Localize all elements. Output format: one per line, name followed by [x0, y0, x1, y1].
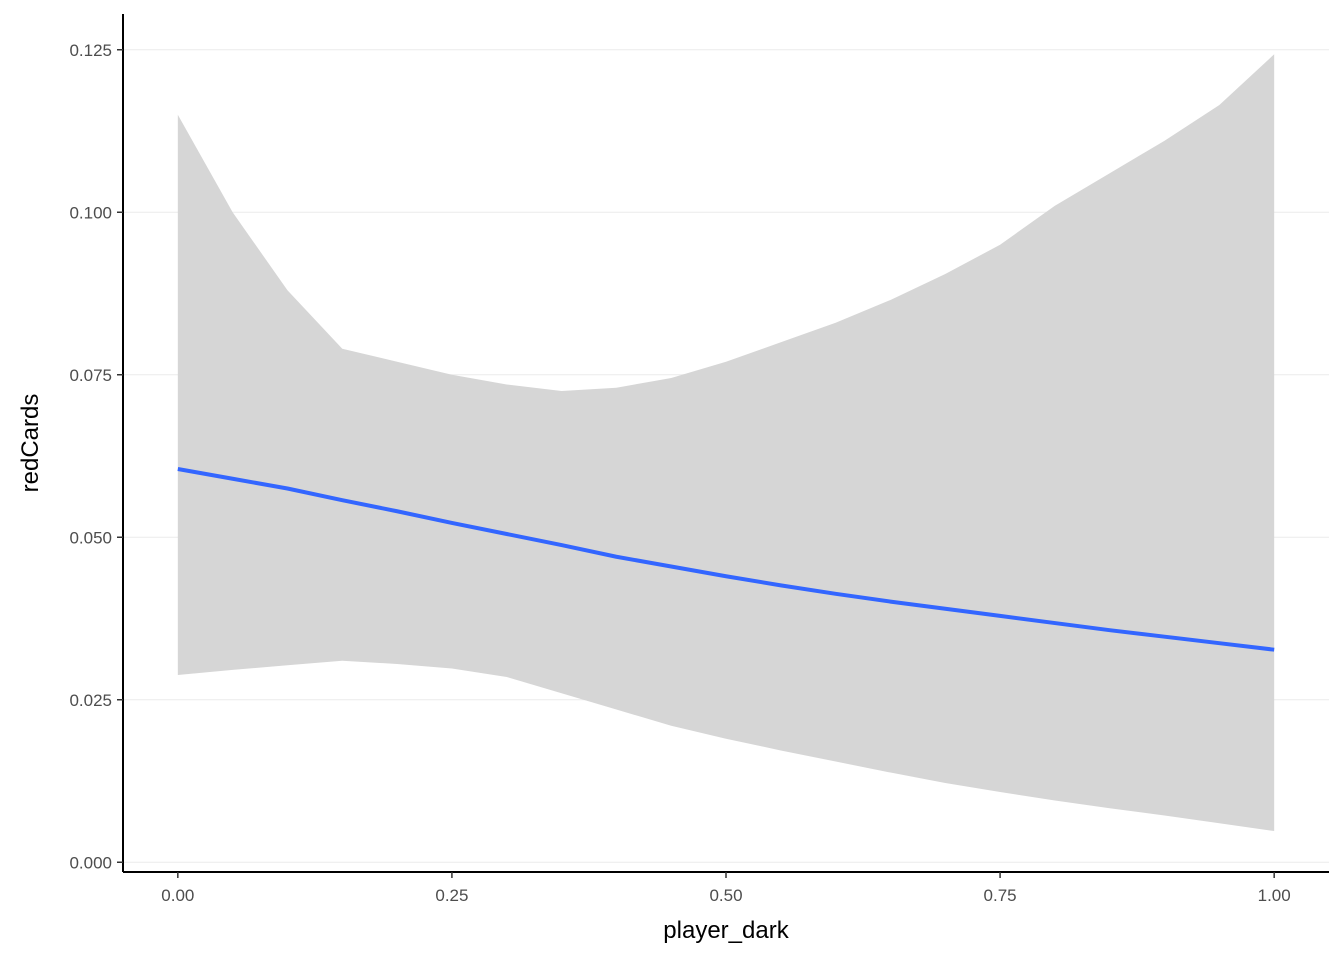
y-tick-label: 0.025 [69, 691, 112, 710]
x-axis-title: player_dark [663, 917, 789, 944]
fitted-line [177, 467, 1275, 652]
y-axis-title: redCards [17, 394, 44, 493]
y-ticks: 0.000 0.025 0.050 0.075 0.100 0.125 [69, 41, 123, 872]
y-tick-label: 0.000 [69, 853, 112, 872]
y-tick-label: 0.050 [69, 528, 112, 547]
y-tick-label: 0.125 [69, 41, 112, 60]
y-tick-label: 0.075 [69, 366, 112, 385]
x-tick-label: 0.50 [709, 886, 742, 905]
x-tick-label: 0.75 [984, 886, 1017, 905]
y-tick-label: 0.100 [69, 203, 112, 222]
series-line-group [177, 467, 1275, 652]
x-ticks: 0.00 0.25 0.50 0.75 1.00 [161, 872, 1291, 905]
x-tick-label: 0.00 [161, 886, 194, 905]
x-tick-label: 0.25 [435, 886, 468, 905]
confidence-band [177, 54, 1275, 832]
x-tick-label: 1.00 [1258, 886, 1291, 905]
confidence-band-group [177, 54, 1275, 832]
